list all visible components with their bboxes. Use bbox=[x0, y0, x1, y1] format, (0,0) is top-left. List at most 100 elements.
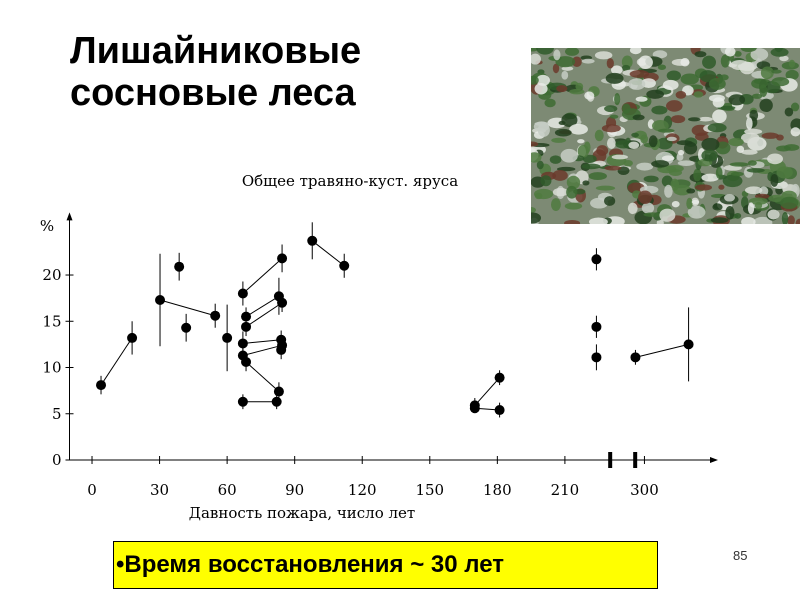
photo-texture bbox=[561, 70, 569, 80]
photo-texture bbox=[744, 186, 763, 195]
photo-texture bbox=[754, 201, 763, 210]
data-point bbox=[237, 338, 248, 349]
y-tick-label: 10 bbox=[42, 359, 61, 377]
data-point bbox=[181, 322, 192, 333]
photo-texture bbox=[712, 97, 725, 108]
photo-texture bbox=[749, 109, 759, 121]
x-tick-label: 120 bbox=[348, 481, 377, 499]
photo-texture bbox=[575, 82, 584, 91]
slide-title: Лишайниковые сосновые леса bbox=[70, 30, 361, 114]
connector-line bbox=[474, 377, 500, 406]
photo-texture bbox=[740, 132, 760, 144]
connector-line bbox=[159, 299, 216, 317]
chart-title: Общее травяно-куст. яруса bbox=[242, 172, 458, 190]
connector-line bbox=[100, 337, 133, 386]
data-point bbox=[273, 386, 284, 397]
data-point bbox=[96, 380, 107, 391]
connector-line bbox=[311, 240, 345, 267]
photo-texture bbox=[790, 102, 800, 112]
photo-texture bbox=[556, 166, 576, 172]
photo-texture bbox=[680, 73, 699, 85]
photo-texture bbox=[790, 127, 800, 137]
photo-texture bbox=[536, 160, 544, 170]
data-point bbox=[174, 261, 185, 272]
photo-texture bbox=[724, 48, 736, 57]
photo-texture bbox=[691, 199, 700, 205]
photo-texture bbox=[581, 163, 601, 170]
photo-texture bbox=[544, 98, 556, 108]
data-point bbox=[237, 396, 248, 407]
x-tick-label: 210 bbox=[551, 481, 580, 499]
photo-texture bbox=[675, 91, 687, 99]
connector-line bbox=[242, 344, 283, 356]
y-axis-label: % bbox=[40, 217, 54, 235]
photo-texture bbox=[594, 51, 613, 60]
connector-line bbox=[245, 302, 283, 328]
photo-texture bbox=[657, 64, 667, 70]
x-tick-label: 150 bbox=[415, 481, 444, 499]
photo-texture bbox=[760, 66, 774, 80]
photo-texture bbox=[531, 152, 542, 163]
data-point bbox=[277, 297, 288, 308]
photo-texture bbox=[736, 145, 745, 153]
data-point bbox=[210, 310, 221, 321]
data-point bbox=[237, 288, 248, 299]
photo-texture bbox=[604, 196, 616, 206]
photo-texture bbox=[683, 141, 698, 155]
photo-texture bbox=[693, 168, 702, 182]
photo-texture bbox=[577, 139, 585, 144]
photo-texture bbox=[582, 180, 590, 186]
photo-texture bbox=[551, 198, 561, 211]
connector-line bbox=[242, 339, 282, 344]
photo-texture bbox=[759, 98, 773, 113]
photo-texture bbox=[636, 162, 654, 171]
photo-texture bbox=[621, 64, 631, 72]
data-point bbox=[494, 372, 505, 383]
photo-texture bbox=[596, 145, 609, 156]
bullet-text: •Время восстановления ~ 30 лет bbox=[116, 551, 504, 578]
photo bbox=[531, 48, 800, 224]
photo-texture bbox=[670, 115, 686, 124]
data-point bbox=[241, 356, 252, 367]
photo-texture bbox=[632, 114, 645, 121]
photo-texture bbox=[686, 197, 693, 210]
photo-texture bbox=[795, 218, 800, 224]
photo-texture bbox=[638, 190, 653, 204]
data-point bbox=[155, 294, 166, 305]
photo-texture bbox=[659, 208, 676, 222]
photo-texture bbox=[720, 54, 730, 68]
photo-texture bbox=[536, 48, 554, 55]
photo-texture bbox=[561, 113, 578, 128]
photo-texture bbox=[673, 184, 692, 196]
photo-texture bbox=[770, 174, 779, 187]
photo-texture bbox=[746, 117, 753, 130]
photo-texture bbox=[771, 77, 790, 87]
photo-texture bbox=[702, 55, 716, 69]
photo-texture bbox=[629, 48, 642, 55]
photo-texture bbox=[695, 132, 709, 141]
photo-texture bbox=[560, 148, 578, 163]
photo-texture bbox=[750, 48, 769, 61]
photo-texture bbox=[701, 173, 720, 182]
photo-texture bbox=[531, 207, 537, 214]
photo-texture bbox=[614, 93, 621, 106]
photo-texture bbox=[717, 105, 736, 110]
connector-line bbox=[245, 361, 280, 392]
photo-texture bbox=[646, 89, 665, 99]
photo-texture bbox=[741, 149, 758, 155]
photo-texture bbox=[531, 75, 539, 85]
photo-texture bbox=[776, 145, 791, 152]
photo-texture bbox=[740, 48, 757, 53]
photo-texture bbox=[640, 134, 649, 144]
photo-texture bbox=[533, 188, 554, 200]
photo-texture bbox=[725, 206, 735, 220]
data-point bbox=[339, 260, 350, 271]
photo-texture bbox=[536, 74, 550, 86]
photo-texture bbox=[730, 59, 750, 71]
photo-texture bbox=[708, 77, 726, 90]
photo-texture bbox=[627, 202, 638, 215]
photo-texture bbox=[788, 59, 796, 68]
photo-texture bbox=[552, 63, 560, 74]
photo-texture bbox=[710, 217, 729, 224]
